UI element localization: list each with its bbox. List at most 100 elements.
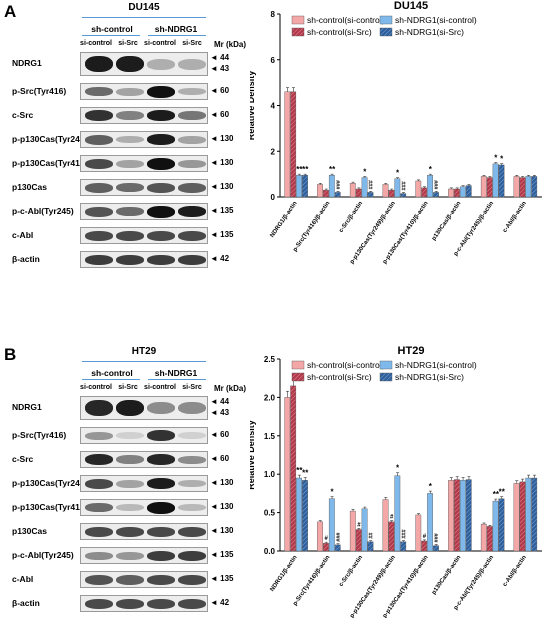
bar — [525, 477, 532, 552]
blot-band — [178, 432, 206, 439]
chart-title: DU145 — [394, 0, 428, 12]
bar — [415, 180, 422, 198]
significance-marker: ### — [401, 529, 407, 538]
blot-band — [85, 230, 113, 241]
y-tick-label: 2.0 — [264, 393, 276, 402]
y-tick-label: 2.5 — [264, 355, 276, 364]
mr-label: Mr (kDa) — [214, 384, 247, 393]
bar — [421, 187, 428, 198]
bar — [400, 193, 407, 198]
bar — [492, 500, 499, 552]
significance-marker: ** — [296, 466, 303, 475]
legend-label: sh-NDRG1(si-Src) — [395, 372, 464, 382]
blot-strip — [80, 131, 208, 148]
blot-band — [116, 574, 144, 585]
bar — [433, 192, 439, 198]
blot-row-label: p-Src(Tyr416) — [12, 85, 67, 96]
bar — [531, 176, 538, 198]
legend-label: sh-control(si-Src) — [307, 27, 372, 37]
bar — [486, 526, 493, 552]
significance-marker: * — [500, 155, 504, 164]
significance-marker: ### — [434, 533, 440, 542]
bar — [349, 510, 356, 552]
significance-marker: * — [331, 488, 335, 497]
group-label: sh-control — [91, 24, 133, 34]
lane-label: si-control — [80, 384, 112, 391]
legend-swatch — [291, 27, 305, 37]
bar — [454, 479, 460, 552]
blot-strip — [80, 499, 208, 516]
lane-label: si-Src — [118, 384, 138, 391]
blot-band — [85, 503, 113, 512]
significance-marker: ### — [434, 180, 440, 189]
blot-band — [147, 85, 175, 98]
significance-marker: # — [390, 515, 394, 521]
blot-band — [85, 526, 113, 537]
y-tick-label: 0.0 — [264, 547, 276, 556]
significance-marker: ** — [296, 165, 303, 174]
blot-band — [116, 504, 144, 511]
blot-band — [116, 526, 144, 537]
blot-band — [178, 206, 206, 217]
y-tick-label: 0 — [271, 193, 276, 202]
mw-marker: ◄ 60 — [210, 85, 230, 95]
blot-strip — [80, 107, 208, 124]
significance-marker: ### — [369, 180, 375, 189]
lane-label: si-Src — [182, 40, 202, 47]
x-tick-label: c-Abl/β-actin — [502, 200, 528, 233]
blot-band — [116, 136, 144, 143]
bar — [480, 176, 487, 198]
blot-row-label: c-Src — [12, 109, 34, 120]
blot-band — [85, 454, 113, 465]
blot-band — [116, 455, 144, 464]
bar — [427, 175, 433, 198]
blot-row-label: NDRG1 — [12, 402, 42, 412]
blot-band — [147, 550, 175, 561]
blot-strip — [80, 203, 208, 220]
mw-marker: ◄ 42 — [210, 253, 230, 263]
bar — [486, 177, 493, 198]
blot-strip — [80, 179, 208, 196]
blot-band — [85, 110, 113, 121]
blot-strip — [80, 475, 208, 492]
bar — [519, 177, 526, 198]
blot-row-label: p130Cas — [12, 181, 47, 192]
bar — [382, 184, 389, 198]
bar — [349, 183, 356, 198]
blot-row-label: p-Src(Tyr416) — [12, 429, 67, 440]
blot-band — [147, 478, 175, 489]
bar — [334, 192, 341, 198]
blot-band — [147, 254, 175, 265]
blot-strip — [80, 227, 208, 244]
bar — [355, 188, 362, 198]
blot-band — [147, 134, 175, 145]
blot-strip — [80, 571, 208, 588]
bar — [367, 541, 374, 552]
blot-band — [178, 182, 206, 193]
bar — [367, 192, 374, 198]
blot-band — [178, 598, 206, 609]
bar — [361, 177, 368, 198]
blot-strip — [80, 155, 208, 172]
bar — [415, 514, 422, 552]
blot-row-label: p-p130Cas(Tyr249) — [12, 133, 88, 144]
mw-marker: ◄ 130 — [210, 525, 234, 535]
mw-marker: ◄ 130 — [210, 181, 234, 191]
blot-band — [178, 88, 206, 95]
bar — [388, 189, 395, 198]
mr-label: Mr (kDa) — [214, 40, 247, 49]
significance-marker: ** — [329, 165, 336, 174]
significance-marker: ### — [336, 180, 342, 189]
bar — [531, 477, 538, 552]
significance-marker: * — [429, 482, 433, 491]
blot-band — [116, 254, 144, 265]
x-tick-label: c-Abl/β-actin — [502, 554, 528, 587]
blot-band — [116, 183, 144, 192]
legend-label: sh-NDRG1(si-control) — [395, 360, 477, 370]
blot-band — [85, 254, 113, 265]
significance-marker: # — [357, 522, 361, 528]
blot-strip — [80, 451, 208, 468]
blot-band — [178, 550, 206, 561]
bar — [317, 521, 323, 552]
y-tick-label: 1.0 — [264, 470, 276, 479]
